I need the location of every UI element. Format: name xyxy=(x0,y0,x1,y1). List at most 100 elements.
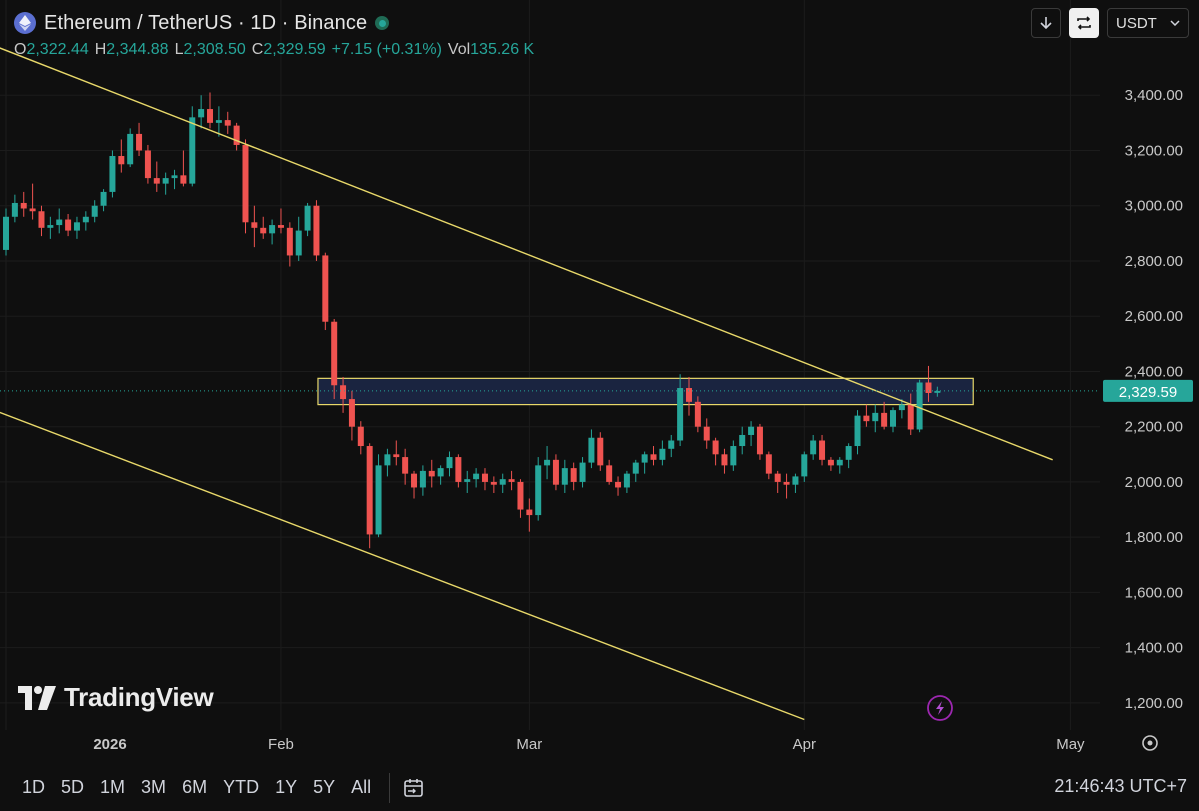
price-axis-label: 2,400.00 xyxy=(1125,363,1183,380)
swap-icon xyxy=(1077,16,1091,30)
candle-body xyxy=(890,410,896,427)
range-button-5d[interactable]: 5D xyxy=(61,777,85,797)
download-button[interactable] xyxy=(1031,8,1061,38)
candle-body xyxy=(623,473,630,488)
candle-body xyxy=(925,382,932,393)
candle-body xyxy=(774,473,781,482)
candle-body xyxy=(366,446,373,535)
lower-channel-line xyxy=(0,411,805,721)
market-open-indicator xyxy=(375,16,390,30)
candle-body xyxy=(863,415,870,422)
chart-toolbar: USDT xyxy=(1031,8,1189,38)
candle-body xyxy=(419,470,426,488)
candle-body xyxy=(854,415,861,447)
time-axis-label: Mar xyxy=(516,736,542,753)
auto-scale-icon[interactable] xyxy=(1142,735,1158,751)
range-button-ytd[interactable]: YTD xyxy=(223,777,260,797)
clock-timezone[interactable]: 21:46:43 UTC+7 xyxy=(1054,776,1187,796)
range-button-5y[interactable]: 5Y xyxy=(313,777,336,797)
candle-body xyxy=(162,178,169,184)
candle-body xyxy=(508,479,515,482)
candle-body xyxy=(402,457,409,474)
candle-body xyxy=(20,202,27,209)
candle-body xyxy=(207,109,214,123)
price-axis-label: 1,400.00 xyxy=(1125,640,1183,657)
tradingview-wordmark: TradingView xyxy=(64,682,214,712)
candle-body xyxy=(286,227,293,256)
candle-body xyxy=(251,222,258,228)
tradingview-logo-icon xyxy=(18,685,56,710)
time-axis-label: Feb xyxy=(268,736,294,753)
candle-body xyxy=(561,468,568,485)
price-axis-label: 3,000.00 xyxy=(1125,198,1183,215)
price-axis[interactable]: 1,200.00 1,400.00 1,600.00 1,800.00 2,000.00… xyxy=(1125,87,1183,712)
candle-body xyxy=(224,120,231,126)
candle-body xyxy=(144,150,151,179)
candle-body xyxy=(340,385,347,400)
tradingview-logo[interactable]: TradingView xyxy=(18,682,214,713)
ethereum-icon xyxy=(14,12,36,34)
flash-icon[interactable] xyxy=(927,695,953,721)
range-button-1m[interactable]: 1M xyxy=(100,777,126,797)
candle-body xyxy=(490,481,497,485)
candle-body xyxy=(357,426,364,447)
candle-body xyxy=(685,388,692,402)
candle-body xyxy=(233,125,240,145)
arrow-down-icon xyxy=(1040,17,1052,30)
candle-body xyxy=(260,227,267,234)
candle-body xyxy=(242,144,249,223)
candle-body xyxy=(517,481,524,510)
candle-body xyxy=(428,470,435,477)
candle-body xyxy=(180,175,187,184)
volume-value: 135.26 K xyxy=(470,41,535,58)
candle-body xyxy=(765,454,772,474)
candle-body xyxy=(579,462,586,482)
candle-body xyxy=(11,202,18,217)
time-axis-label: Apr xyxy=(793,736,816,753)
price-axis-label: 1,800.00 xyxy=(1125,529,1183,546)
price-axis-label: 2,600.00 xyxy=(1125,308,1183,325)
candle-body xyxy=(845,446,852,460)
range-button-3m[interactable]: 3M xyxy=(141,777,167,797)
range-selector: 1D 5D 1M 3M 6M YTD 1Y 5Y All xyxy=(14,777,379,798)
candle-body xyxy=(783,481,790,485)
candle-body xyxy=(712,440,719,455)
candle-body xyxy=(313,205,320,256)
time-axis-label: May xyxy=(1056,736,1085,753)
candle-body xyxy=(189,117,196,184)
price-axis-label: 1,600.00 xyxy=(1125,584,1183,601)
candle-body xyxy=(499,479,506,485)
candle-body xyxy=(100,191,107,206)
toolbar-divider xyxy=(389,772,391,803)
symbol-title[interactable]: Ethereum / TetherUS · 1D · Binance xyxy=(44,11,368,34)
candle-body xyxy=(384,454,391,466)
candle-body xyxy=(739,434,746,447)
candle-body xyxy=(668,440,675,449)
candle-body xyxy=(118,156,125,165)
candle-body xyxy=(198,109,205,118)
candle-body xyxy=(348,399,355,427)
candle-body xyxy=(588,437,595,463)
candle-body xyxy=(606,465,613,482)
range-button-6m[interactable]: 6M xyxy=(182,777,208,797)
range-button-all[interactable]: All xyxy=(351,777,372,797)
calendar-range-icon[interactable] xyxy=(400,774,428,802)
chevron-down-icon xyxy=(1170,20,1180,26)
range-button-1d[interactable]: 1D xyxy=(22,777,46,797)
compare-button[interactable] xyxy=(1069,8,1099,38)
low-key: L xyxy=(174,41,184,58)
candle-body xyxy=(916,382,923,430)
chart-grid xyxy=(0,0,1100,730)
candle-body xyxy=(322,255,329,322)
close-value: 2,329.59 xyxy=(263,41,326,58)
currency-select[interactable]: USDT xyxy=(1107,8,1189,38)
change-value: +7.15 (+0.31%) xyxy=(331,41,442,58)
last-price-tag: 2,329.59 xyxy=(1103,379,1193,402)
time-axis[interactable]: 2026 Feb Mar Apr May xyxy=(93,736,1085,753)
candle-body xyxy=(907,404,914,430)
currency-value: USDT xyxy=(1116,14,1157,32)
last-price-tag-bg xyxy=(1103,379,1193,402)
range-button-1y[interactable]: 1Y xyxy=(275,777,298,797)
price-chart[interactable]: 1,200.00 1,400.00 1,600.00 1,800.00 2,000.00… xyxy=(0,0,1199,764)
candle-body xyxy=(91,205,98,217)
